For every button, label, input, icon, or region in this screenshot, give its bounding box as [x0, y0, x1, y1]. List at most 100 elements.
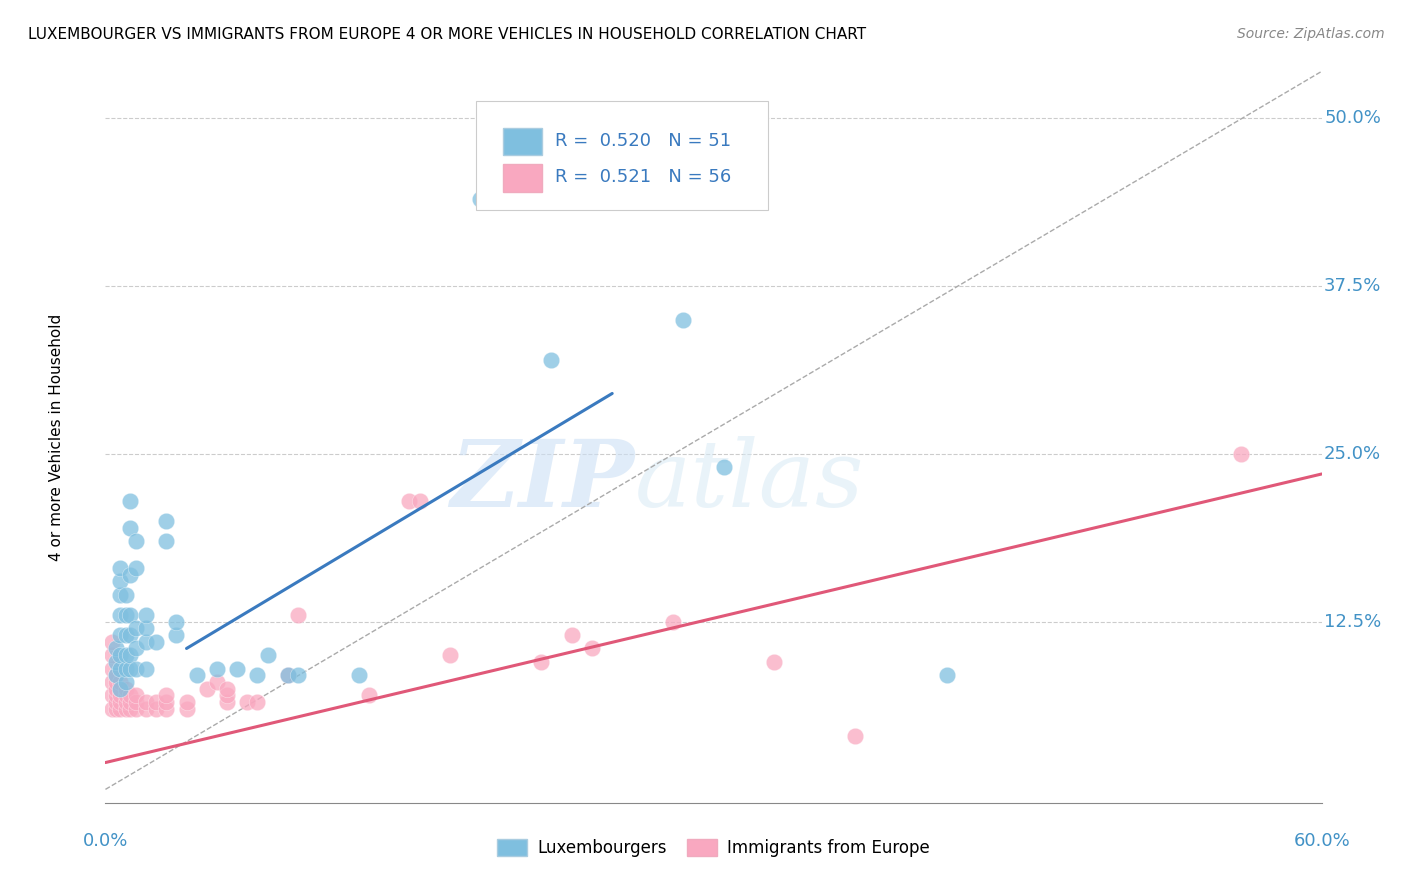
Point [125, 534, 148, 549]
Point [662, 615, 685, 629]
Point [763, 655, 786, 669]
Point [155, 695, 177, 709]
Point [287, 607, 309, 622]
Point [114, 675, 136, 690]
Point [114, 702, 136, 716]
Point [118, 695, 141, 709]
Point [217, 695, 239, 709]
Point [100, 702, 122, 716]
Point [108, 681, 131, 696]
Point [125, 662, 148, 676]
Text: 60.0%: 60.0% [1294, 832, 1350, 850]
Point [108, 628, 131, 642]
Point [114, 689, 136, 703]
Point [104, 668, 127, 682]
Point [176, 695, 198, 709]
Text: 25.0%: 25.0% [1324, 445, 1381, 463]
Point [195, 681, 218, 696]
Point [108, 675, 131, 690]
Point [246, 695, 269, 709]
Point [118, 648, 141, 662]
Point [125, 702, 148, 716]
Point [439, 648, 461, 662]
Point [145, 702, 167, 716]
Point [104, 668, 127, 682]
Point [540, 352, 562, 367]
Point [100, 675, 122, 690]
Text: R =  0.521   N = 56: R = 0.521 N = 56 [555, 169, 731, 186]
Point [277, 668, 299, 682]
Point [186, 668, 208, 682]
Point [118, 628, 141, 642]
Text: 37.5%: 37.5% [1324, 277, 1382, 295]
Point [155, 514, 177, 528]
Point [236, 695, 259, 709]
Point [125, 689, 148, 703]
Point [114, 588, 136, 602]
Point [125, 641, 148, 656]
Point [100, 648, 122, 662]
Point [217, 689, 239, 703]
Text: LUXEMBOURGER VS IMMIGRANTS FROM EUROPE 4 OR MORE VEHICLES IN HOUSEHOLD CORRELATI: LUXEMBOURGER VS IMMIGRANTS FROM EUROPE 4… [28, 27, 866, 42]
Point [135, 621, 157, 635]
Point [935, 668, 957, 682]
Text: atlas: atlas [634, 436, 865, 526]
Text: 12.5%: 12.5% [1324, 613, 1381, 631]
Point [1229, 447, 1251, 461]
Point [256, 648, 278, 662]
Point [118, 702, 141, 716]
FancyBboxPatch shape [477, 101, 768, 211]
Point [108, 689, 131, 703]
Point [104, 655, 127, 669]
Point [217, 681, 239, 696]
Point [108, 588, 131, 602]
Point [114, 607, 136, 622]
Point [125, 695, 148, 709]
Point [108, 695, 131, 709]
Point [408, 493, 430, 508]
Text: R =  0.520   N = 51: R = 0.520 N = 51 [555, 132, 731, 150]
Point [135, 695, 157, 709]
Point [100, 662, 122, 676]
Point [118, 567, 141, 582]
Point [108, 662, 131, 676]
Point [226, 662, 249, 676]
Point [398, 493, 420, 508]
Point [108, 561, 131, 575]
Legend: Luxembourgers, Immigrants from Europe: Luxembourgers, Immigrants from Europe [491, 832, 936, 864]
Point [125, 561, 148, 575]
Point [165, 615, 187, 629]
Text: 4 or more Vehicles in Household: 4 or more Vehicles in Household [49, 313, 65, 561]
Point [104, 641, 127, 656]
Point [470, 192, 492, 206]
Point [205, 675, 228, 690]
FancyBboxPatch shape [503, 128, 543, 155]
Point [165, 628, 187, 642]
Point [118, 521, 141, 535]
Point [135, 702, 157, 716]
Point [672, 312, 695, 326]
Point [530, 655, 553, 669]
Point [104, 675, 127, 690]
Point [145, 634, 167, 648]
Point [118, 689, 141, 703]
Point [100, 634, 122, 648]
Point [114, 648, 136, 662]
Point [155, 534, 177, 549]
Point [357, 689, 380, 703]
Point [135, 607, 157, 622]
Point [155, 702, 177, 716]
Point [561, 628, 583, 642]
Point [108, 607, 131, 622]
Text: Source: ZipAtlas.com: Source: ZipAtlas.com [1237, 27, 1385, 41]
Point [176, 702, 198, 716]
Point [100, 689, 122, 703]
Point [135, 634, 157, 648]
Point [108, 648, 131, 662]
Point [104, 689, 127, 703]
Point [114, 681, 136, 696]
Point [114, 695, 136, 709]
Point [108, 681, 131, 696]
Point [104, 702, 127, 716]
Point [118, 493, 141, 508]
